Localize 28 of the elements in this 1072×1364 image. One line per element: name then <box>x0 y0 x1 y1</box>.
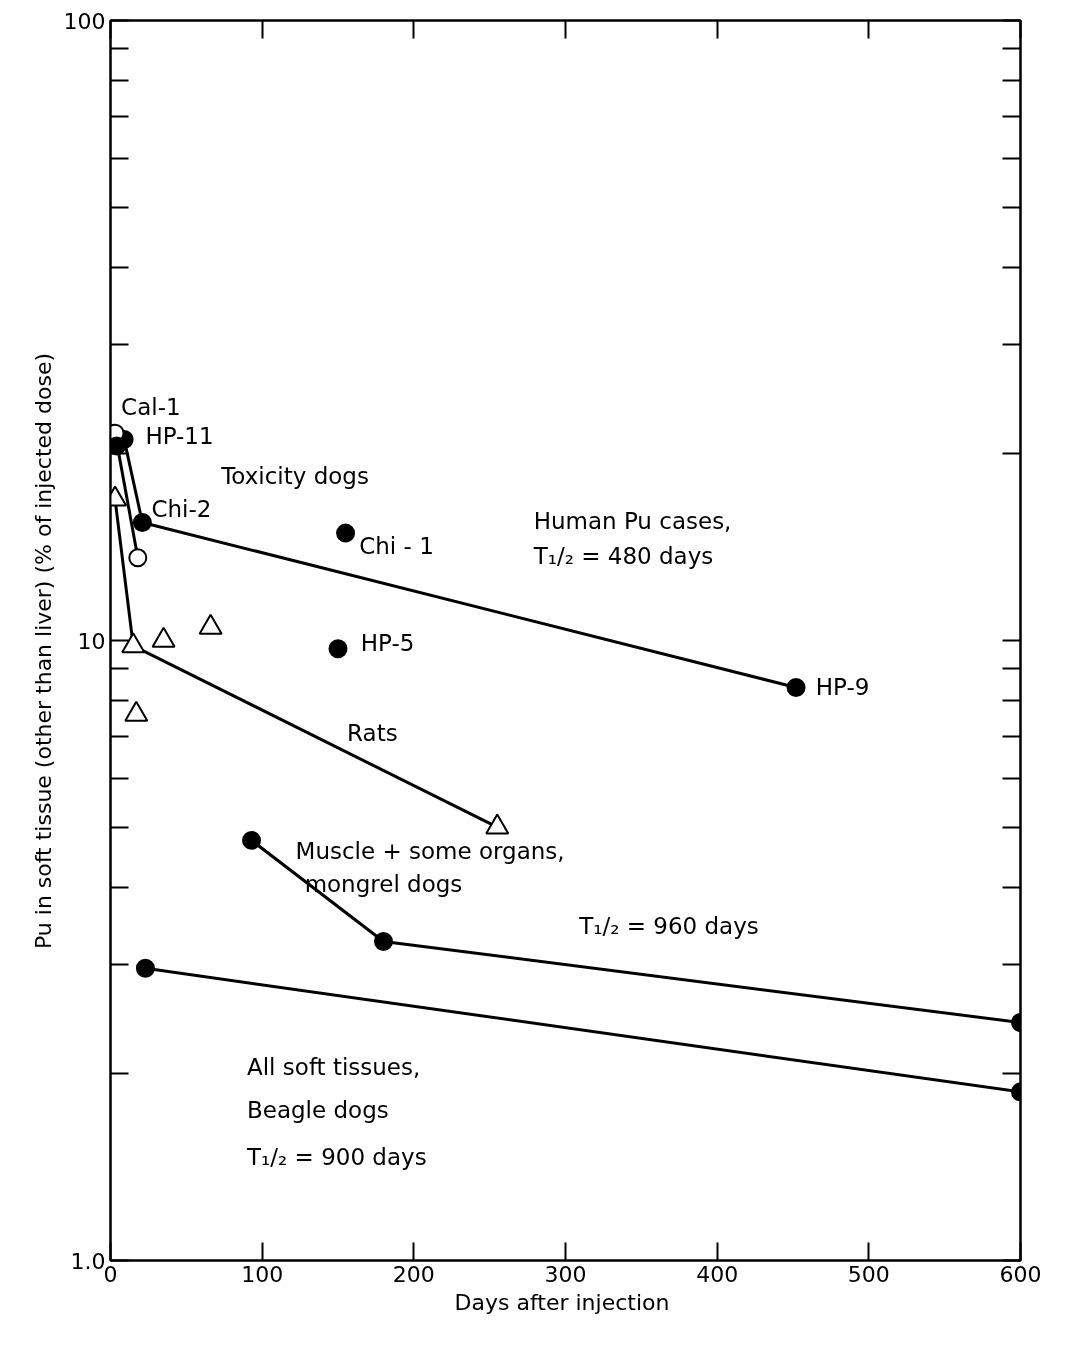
x-tick-label: 500 <box>847 1261 890 1287</box>
annotation: Beagle dogs <box>247 1096 389 1123</box>
y-axis-title: Pu in soft tissue (other than liver) (% of injected dose) <box>30 352 56 950</box>
annotation: Muscle + some organs, <box>295 838 565 865</box>
annotation: HP-11 <box>145 422 214 449</box>
annotation: All soft tissues, <box>247 1054 421 1081</box>
annotation: Chi-2 <box>151 495 212 522</box>
x-tick-label: 0 <box>103 1261 118 1287</box>
x-tick-label: 300 <box>544 1261 587 1287</box>
annotation: HP-5 <box>360 630 415 657</box>
x-tick-label: 100 <box>241 1261 284 1287</box>
annotation: Toxicity dogs <box>220 463 369 490</box>
annotation: Rats <box>347 719 398 746</box>
x-tick-label: 200 <box>392 1261 435 1287</box>
annotation: Chi - 1 <box>359 533 434 560</box>
annotation: T₁/₂ = 960 days <box>578 913 759 940</box>
y-tick-label: 1.0 <box>70 1248 106 1274</box>
annotation: Human Pu cases, <box>533 507 732 534</box>
annotation: T₁/₂ = 900 days <box>246 1143 427 1170</box>
annotation: T₁/₂ = 480 days <box>532 542 714 569</box>
x-axis-title: Days after injection <box>454 1289 670 1315</box>
annotation: HP-9 <box>815 674 870 701</box>
y-tick-label: 10 <box>77 628 106 654</box>
x-tick-label: 600 <box>999 1261 1042 1287</box>
y-tick-label: 100 <box>63 8 106 34</box>
annotation: Cal-1 <box>121 394 181 421</box>
annotation: mongrel dogs <box>304 870 463 897</box>
x-tick-label: 400 <box>696 1261 739 1287</box>
